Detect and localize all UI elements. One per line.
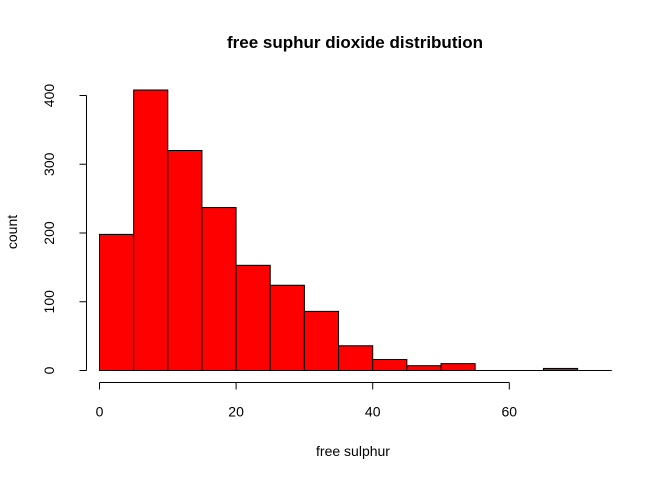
histogram-bar [372, 359, 408, 371]
x-tick-label: 40 [365, 404, 381, 420]
y-tick-label: 100 [41, 290, 57, 314]
x-tick-label: 60 [502, 404, 518, 420]
histogram-bar [99, 233, 135, 371]
histogram-bar [440, 363, 476, 371]
y-axis: 0 100 200 300 400 [41, 84, 87, 374]
histogram-bar [167, 150, 203, 371]
x-axis: 0 20 40 60 [96, 382, 518, 420]
bars-group [99, 89, 612, 371]
x-axis-label: free sulphur [316, 443, 390, 459]
y-tick-label: 300 [41, 152, 57, 176]
y-tick-label: 0 [41, 366, 57, 374]
histogram-bar [303, 310, 340, 371]
histogram-bar [235, 264, 271, 371]
y-tick-label: 400 [41, 84, 57, 108]
y-axis-label: count [4, 215, 20, 249]
x-tick-label: 0 [96, 404, 104, 420]
histogram-bar [406, 365, 442, 371]
histogram-bar [201, 207, 237, 371]
y-tick-label: 200 [41, 221, 57, 245]
histogram-bar [133, 89, 169, 371]
histogram-bar [338, 345, 374, 371]
chart-title: free suphur dioxide distribution [227, 33, 483, 52]
x-tick-label: 20 [228, 404, 244, 420]
histogram-bar [269, 284, 305, 371]
